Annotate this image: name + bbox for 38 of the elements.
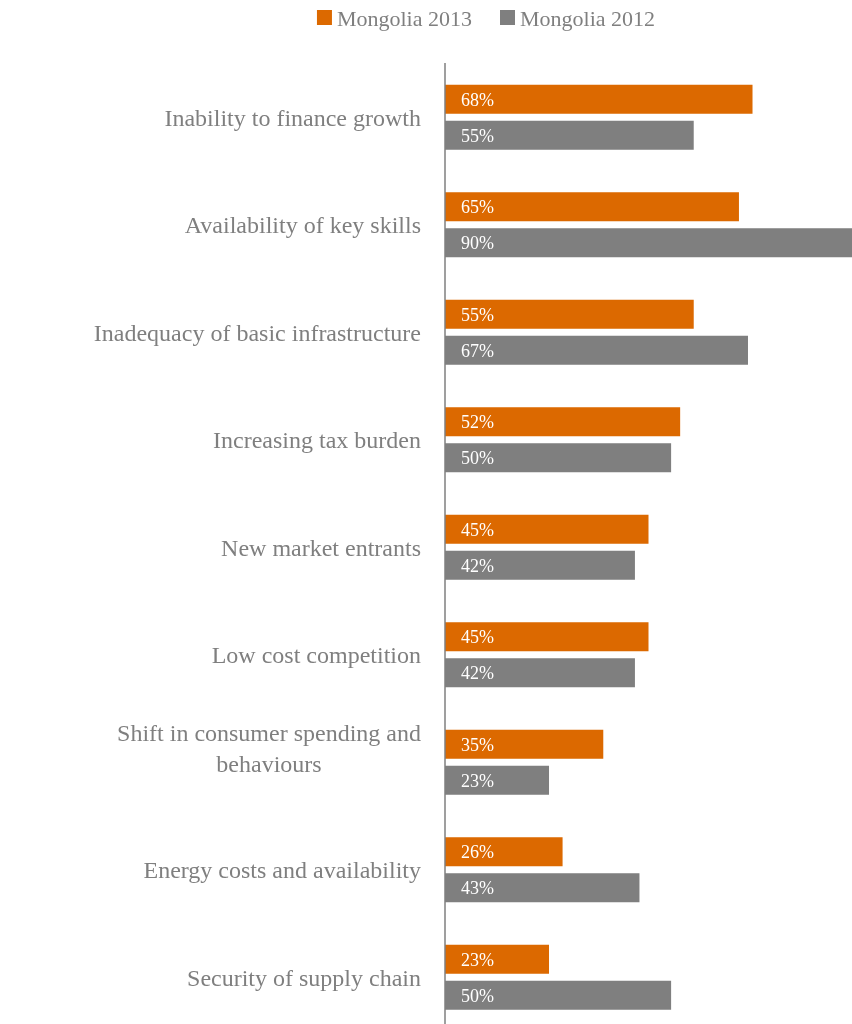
data-label: 45% bbox=[461, 519, 494, 540]
y-tick-label: Availability of key skills bbox=[184, 212, 421, 239]
y-tick-label: Inadequacy of basic infrastructure bbox=[93, 319, 421, 346]
y-tick-label: Low cost competition bbox=[211, 642, 421, 669]
bar bbox=[445, 622, 649, 652]
bar bbox=[445, 944, 550, 974]
data-label: 43% bbox=[461, 878, 494, 899]
data-label: 65% bbox=[461, 197, 494, 218]
data-label: 50% bbox=[461, 448, 494, 469]
data-label: 42% bbox=[461, 555, 494, 576]
data-label: 67% bbox=[461, 340, 494, 361]
y-tick-label: Energy costs and availability bbox=[143, 857, 421, 884]
y-tick-label: New market entrants bbox=[221, 534, 421, 561]
bar bbox=[445, 729, 604, 759]
data-label: 23% bbox=[461, 770, 494, 791]
legend-label: Mongolia 2013 bbox=[336, 5, 473, 31]
data-label: 55% bbox=[461, 304, 494, 325]
bar bbox=[445, 514, 649, 544]
data-label: 23% bbox=[461, 949, 494, 970]
bar bbox=[445, 84, 753, 114]
data-label: 42% bbox=[461, 663, 494, 684]
data-label: 68% bbox=[461, 89, 494, 110]
data-label: 50% bbox=[461, 985, 494, 1006]
data-label: 45% bbox=[461, 627, 494, 648]
y-tick-label: Shift in consumer spending and behaviours bbox=[117, 720, 421, 778]
y-tick-label: Security of supply chain bbox=[187, 964, 421, 991]
legend-label: Mongolia 2012 bbox=[520, 5, 656, 31]
bar bbox=[445, 299, 694, 329]
data-label: 52% bbox=[461, 412, 494, 433]
data-label: 35% bbox=[461, 734, 494, 755]
bar bbox=[445, 407, 681, 437]
data-label: 26% bbox=[461, 842, 494, 863]
data-label: 90% bbox=[461, 233, 494, 254]
bar bbox=[445, 192, 739, 222]
data-label: 55% bbox=[461, 125, 494, 146]
bar bbox=[445, 837, 563, 867]
y-tick-label: Increasing tax burden bbox=[213, 427, 421, 454]
y-tick-label: Inability to finance growth bbox=[164, 104, 421, 131]
